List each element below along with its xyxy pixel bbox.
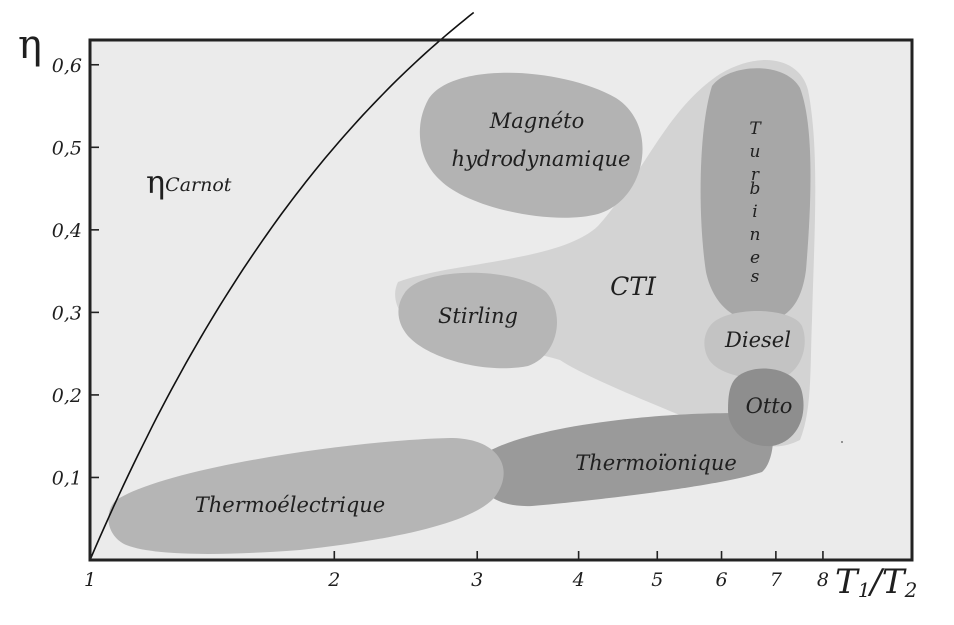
carnot-curve — [89, 11, 475, 561]
turbines-letter: r — [751, 165, 760, 185]
region-labels: Magnéto hydrodynamique T u r b i n e s C… — [195, 109, 793, 517]
region-diesel — [704, 311, 805, 380]
x-label-sub1: 1 — [858, 578, 871, 602]
label-magneto-line1: Magnéto — [489, 109, 585, 133]
x-tick-label: 7 — [770, 569, 783, 591]
x-tick-label: 2 — [327, 569, 340, 591]
x-axis-label: T1/T2 — [835, 562, 917, 602]
y-tick-label: 0,6 — [52, 55, 82, 77]
x-tick-label: 6 — [715, 569, 727, 591]
label-thermoelectrique: Thermoélectrique — [195, 493, 385, 517]
turbines-letter: T — [749, 119, 762, 139]
y-tick-label: 0,3 — [52, 302, 82, 324]
label-magneto-line2: hydrodynamique — [452, 147, 631, 171]
stray-dot — [841, 441, 843, 443]
turbines-letter: n — [750, 225, 761, 245]
turbines-letter: e — [750, 248, 760, 268]
turbines-letter: i — [752, 202, 757, 222]
x-label-slash: / — [867, 562, 885, 602]
x-tick-label: 3 — [471, 569, 483, 591]
x-label-t2: T — [882, 562, 907, 602]
y-axis-label: η — [18, 22, 42, 68]
plot-frame — [88, 38, 914, 562]
turbines-letter: u — [750, 142, 761, 162]
label-thermoionique: Thermoïonique — [575, 451, 737, 475]
label-otto: Otto — [746, 394, 793, 418]
label-stirling: Stirling — [438, 304, 518, 328]
region-thermoionique — [478, 413, 773, 507]
carnot-label: ηCarnot — [146, 163, 232, 201]
regions — [108, 60, 816, 554]
turbines-letter: b — [750, 179, 761, 199]
turbines-letter: s — [751, 267, 760, 287]
region-turbines — [700, 68, 811, 322]
region-thermoelectrique — [108, 438, 504, 554]
y-tick-label: 0,2 — [52, 385, 82, 407]
y-tick-label: 0,5 — [52, 137, 82, 159]
region-otto — [728, 368, 804, 447]
x-tick-label: 4 — [572, 569, 585, 591]
carnot-symbol: η — [146, 163, 165, 201]
x-tick-label: 8 — [817, 569, 829, 591]
x-tick-label: 1 — [84, 569, 96, 591]
y-tick-label: 0,1 — [52, 467, 82, 489]
x-label-sub2: 2 — [904, 578, 918, 602]
y-axis-ticks: 0,1 0,2 0,3 0,4 0,5 0,6 — [52, 55, 99, 489]
region-magneto — [419, 72, 643, 218]
x-label-t1: T — [835, 562, 860, 602]
label-cti: CTI — [610, 272, 657, 301]
x-axis-ticks: 1 2 3 4 5 6 7 8 — [84, 551, 829, 591]
label-turbines: T u r b i n e s — [749, 119, 762, 287]
y-tick-label: 0,4 — [52, 220, 82, 242]
region-stirling — [398, 272, 558, 369]
carnot-subscript: Carnot — [165, 174, 232, 196]
label-diesel: Diesel — [724, 328, 791, 352]
x-tick-label: 5 — [651, 569, 663, 591]
